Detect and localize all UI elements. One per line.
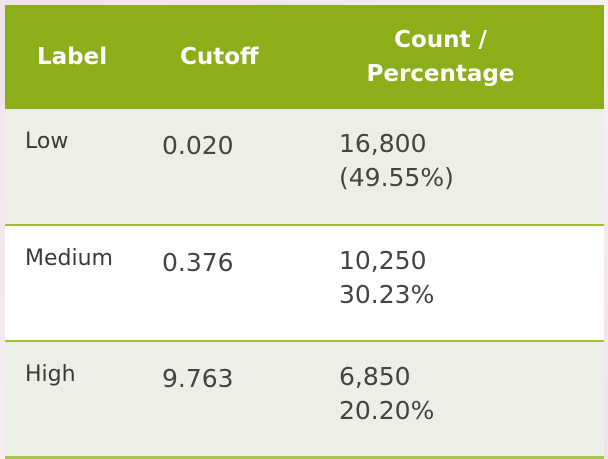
header-count-percentage: Count / Percentage — [337, 5, 604, 109]
header-count-line2: Percentage — [366, 61, 515, 87]
cell-label: High — [5, 341, 160, 459]
cell-cutoff: 0.376 — [160, 225, 337, 342]
header-label: Label — [37, 44, 108, 70]
data-table: Label Cutoff Count / Percentage Low 0.02… — [5, 5, 604, 459]
table-row: High 9.763 6,850 20.20% — [5, 341, 604, 459]
cell-label: Medium — [5, 225, 160, 342]
cell-count-percentage: 6,850 20.20% — [337, 341, 604, 459]
cell-cutoff: 0.020 — [160, 109, 337, 226]
cell-count: 10,250 — [339, 246, 427, 275]
cell-label: Low — [5, 109, 160, 226]
cell-count-percentage: 16,800 (49.55%) — [337, 109, 604, 226]
cell-percentage: 20.20% — [339, 396, 435, 425]
header-count-line1: Count / — [394, 27, 487, 53]
table-row: Medium 0.376 10,250 30.23% — [5, 225, 604, 342]
header-cutoff: Cutoff — [180, 44, 259, 70]
cell-count: 16,800 — [339, 129, 427, 158]
cell-percentage: (49.55%) — [339, 163, 454, 192]
cell-count: 6,850 — [339, 362, 411, 391]
table-header-row: Label Cutoff Count / Percentage — [5, 5, 604, 109]
cell-count-percentage: 10,250 30.23% — [337, 225, 604, 342]
cell-percentage: 30.23% — [339, 280, 435, 309]
table-row: Low 0.020 16,800 (49.55%) — [5, 109, 604, 226]
cell-cutoff: 9.763 — [160, 341, 337, 459]
